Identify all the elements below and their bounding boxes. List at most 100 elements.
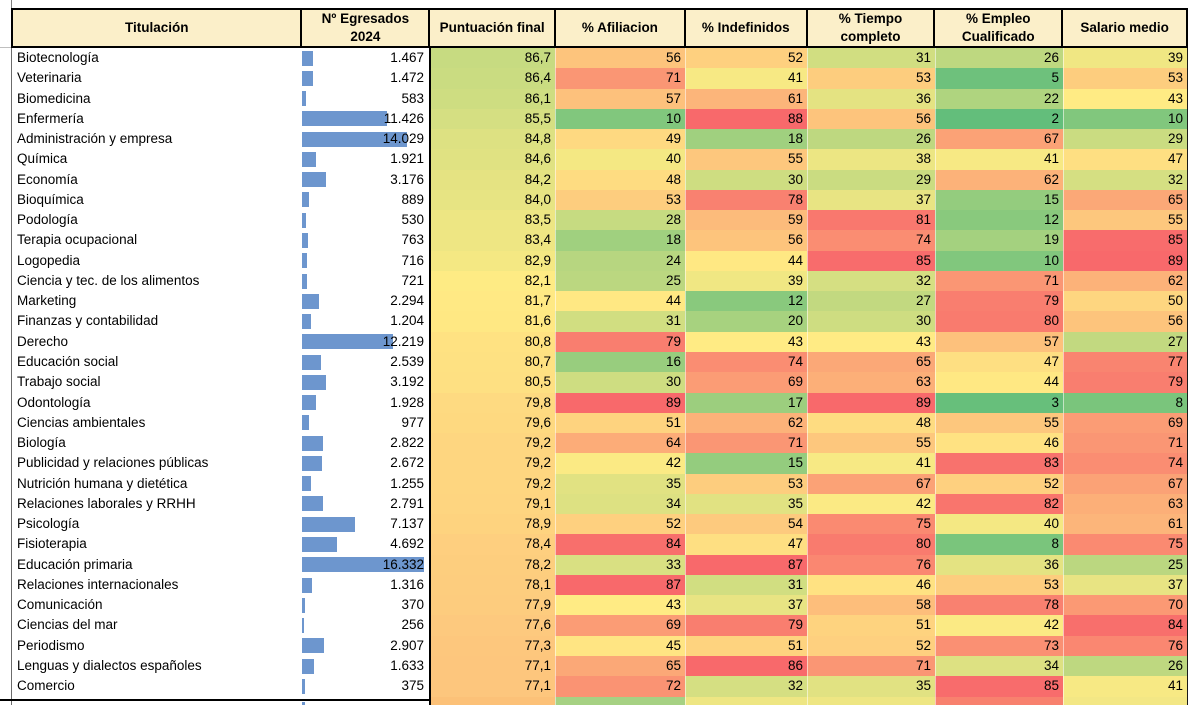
indefinidos-cell[interactable]: 56 bbox=[685, 230, 807, 251]
indefinidos-cell[interactable]: 20 bbox=[685, 311, 807, 332]
puntuacion-cell[interactable]: 77,1 bbox=[429, 655, 555, 677]
empleo-cell[interactable]: 12 bbox=[935, 210, 1063, 231]
titulacion-cell[interactable]: Trabajo social bbox=[11, 372, 301, 393]
empleo-cell[interactable] bbox=[935, 696, 1063, 705]
tiempo-cell[interactable]: 42 bbox=[807, 493, 935, 515]
puntuacion-cell[interactable]: 79,2 bbox=[429, 433, 555, 454]
titulacion-cell[interactable]: Economía bbox=[11, 169, 301, 190]
puntuacion-cell[interactable] bbox=[429, 696, 555, 705]
puntuacion-cell[interactable]: 79,2 bbox=[429, 453, 555, 474]
salario-cell[interactable]: 41 bbox=[1063, 676, 1188, 697]
afiliacion-cell[interactable]: 16 bbox=[555, 351, 685, 373]
tiempo-cell[interactable]: 36 bbox=[807, 88, 935, 109]
afiliacion-cell[interactable]: 28 bbox=[555, 210, 685, 231]
afiliacion-cell[interactable]: 10 bbox=[555, 108, 685, 130]
indefinidos-cell[interactable]: 62 bbox=[685, 412, 807, 434]
salario-cell[interactable]: 61 bbox=[1063, 514, 1188, 535]
indefinidos-cell[interactable]: 61 bbox=[685, 88, 807, 109]
puntuacion-cell[interactable]: 82,9 bbox=[429, 250, 555, 271]
puntuacion-cell[interactable]: 85,5 bbox=[429, 108, 555, 130]
tiempo-cell[interactable]: 75 bbox=[807, 514, 935, 535]
puntuacion-cell[interactable]: 84,2 bbox=[429, 169, 555, 190]
tiempo-cell[interactable]: 29 bbox=[807, 169, 935, 190]
egresados-cell[interactable]: 2.822 bbox=[301, 433, 429, 454]
header-indefinidos[interactable]: % Indefinidos bbox=[683, 10, 806, 46]
empleo-cell[interactable]: 78 bbox=[935, 595, 1063, 616]
tiempo-cell[interactable]: 55 bbox=[807, 433, 935, 454]
egresados-cell[interactable]: 16.332 bbox=[301, 554, 429, 575]
indefinidos-cell[interactable]: 55 bbox=[685, 149, 807, 170]
empleo-cell[interactable]: 46 bbox=[935, 433, 1063, 454]
empleo-cell[interactable]: 41 bbox=[935, 149, 1063, 170]
puntuacion-cell[interactable]: 78,4 bbox=[429, 534, 555, 555]
salario-cell[interactable]: 37 bbox=[1063, 574, 1188, 596]
empleo-cell[interactable]: 80 bbox=[935, 311, 1063, 332]
empleo-cell[interactable]: 19 bbox=[935, 230, 1063, 251]
titulacion-cell[interactable]: Veterinaria bbox=[11, 68, 301, 89]
puntuacion-cell[interactable]: 77,6 bbox=[429, 615, 555, 636]
titulacion-cell[interactable]: Psicología bbox=[11, 514, 301, 535]
header-egresados[interactable]: Nº Egresados 2024 bbox=[300, 10, 429, 46]
egresados-cell[interactable]: 1.467 bbox=[301, 48, 429, 69]
titulacion-cell[interactable]: Marketing bbox=[11, 291, 301, 312]
egresados-cell[interactable]: 256 bbox=[301, 615, 429, 636]
puntuacion-cell[interactable]: 79,6 bbox=[429, 412, 555, 434]
afiliacion-cell[interactable]: 30 bbox=[555, 372, 685, 393]
titulacion-cell[interactable]: Fisioterapia bbox=[11, 534, 301, 555]
salario-cell[interactable]: 65 bbox=[1063, 189, 1188, 211]
indefinidos-cell[interactable]: 69 bbox=[685, 372, 807, 393]
indefinidos-cell[interactable]: 53 bbox=[685, 473, 807, 494]
empleo-cell[interactable]: 10 bbox=[935, 250, 1063, 271]
empleo-cell[interactable]: 62 bbox=[935, 169, 1063, 190]
empleo-cell[interactable]: 53 bbox=[935, 574, 1063, 596]
indefinidos-cell[interactable]: 41 bbox=[685, 68, 807, 89]
tiempo-cell[interactable]: 31 bbox=[807, 48, 935, 69]
titulacion-cell[interactable]: Terapia ocupacional bbox=[11, 230, 301, 251]
puntuacion-cell[interactable]: 83,4 bbox=[429, 230, 555, 251]
tiempo-cell[interactable]: 58 bbox=[807, 595, 935, 616]
puntuacion-cell[interactable]: 86,4 bbox=[429, 68, 555, 89]
afiliacion-cell[interactable]: 44 bbox=[555, 291, 685, 312]
salario-cell[interactable]: 50 bbox=[1063, 291, 1188, 312]
salario-cell[interactable]: 29 bbox=[1063, 129, 1188, 150]
titulacion-cell[interactable]: Ciencia y tec. de los alimentos bbox=[11, 270, 301, 292]
tiempo-cell[interactable] bbox=[807, 696, 935, 705]
puntuacion-cell[interactable]: 83,5 bbox=[429, 210, 555, 231]
egresados-cell[interactable]: 1.255 bbox=[301, 473, 429, 494]
afiliacion-cell[interactable]: 43 bbox=[555, 595, 685, 616]
afiliacion-cell[interactable]: 31 bbox=[555, 311, 685, 332]
egresados-cell[interactable]: 2.907 bbox=[301, 635, 429, 656]
titulacion-cell[interactable]: Odontología bbox=[11, 392, 301, 413]
titulacion-cell[interactable]: Periodismo bbox=[11, 635, 301, 656]
tiempo-cell[interactable]: 37 bbox=[807, 189, 935, 211]
salario-cell[interactable]: 25 bbox=[1063, 554, 1188, 575]
titulacion-cell[interactable]: Derecho bbox=[11, 331, 301, 352]
indefinidos-cell[interactable]: 78 bbox=[685, 189, 807, 211]
puntuacion-cell[interactable]: 78,9 bbox=[429, 514, 555, 535]
tiempo-cell[interactable]: 52 bbox=[807, 635, 935, 656]
salario-cell[interactable]: 84 bbox=[1063, 615, 1188, 636]
puntuacion-cell[interactable]: 81,7 bbox=[429, 291, 555, 312]
egresados-cell[interactable]: 7.137 bbox=[301, 514, 429, 535]
egresados-cell[interactable]: 1.204 bbox=[301, 311, 429, 332]
tiempo-cell[interactable]: 53 bbox=[807, 68, 935, 89]
afiliacion-cell[interactable]: 72 bbox=[555, 676, 685, 697]
tiempo-cell[interactable]: 56 bbox=[807, 108, 935, 130]
titulacion-cell[interactable]: Relaciones internacionales bbox=[11, 574, 301, 596]
empleo-cell[interactable]: 40 bbox=[935, 514, 1063, 535]
titulacion-cell[interactable]: Ciencias del mar bbox=[11, 615, 301, 636]
empleo-cell[interactable]: 2 bbox=[935, 108, 1063, 130]
salario-cell[interactable] bbox=[1063, 696, 1188, 705]
titulacion-cell[interactable]: Relaciones laborales y RRHH bbox=[11, 493, 301, 515]
empleo-cell[interactable]: 36 bbox=[935, 554, 1063, 575]
egresados-cell[interactable]: 14.029 bbox=[301, 129, 429, 150]
empleo-cell[interactable]: 26 bbox=[935, 48, 1063, 69]
empleo-cell[interactable]: 34 bbox=[935, 655, 1063, 677]
empleo-cell[interactable]: 47 bbox=[935, 351, 1063, 373]
titulacion-cell[interactable]: Podología bbox=[11, 210, 301, 231]
titulacion-cell[interactable]: Biotecnología bbox=[11, 48, 301, 69]
salario-cell[interactable]: 47 bbox=[1063, 149, 1188, 170]
titulacion-cell[interactable]: Educación social bbox=[11, 351, 301, 373]
tiempo-cell[interactable]: 76 bbox=[807, 554, 935, 575]
salario-cell[interactable]: 39 bbox=[1063, 48, 1188, 69]
